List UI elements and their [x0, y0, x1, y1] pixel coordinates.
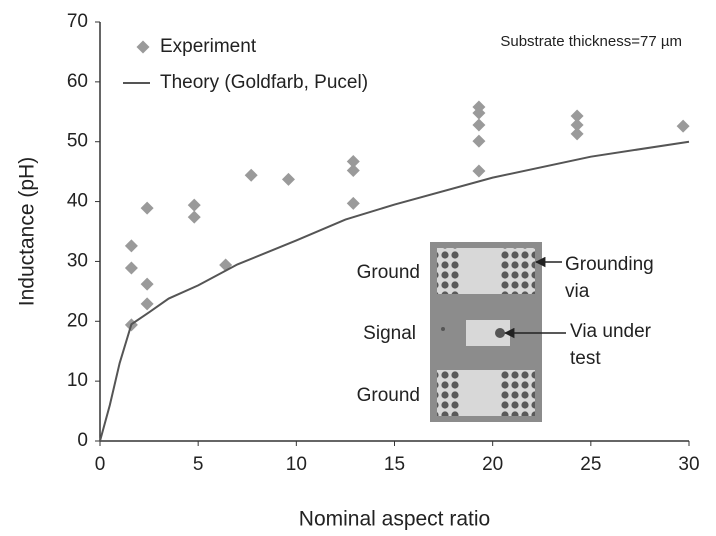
- data-point: [346, 163, 360, 177]
- data-point: [219, 258, 233, 272]
- data-point: [570, 109, 584, 123]
- data-point: [140, 297, 154, 311]
- legend-label: Theory (Goldfarb, Pucel): [160, 72, 368, 93]
- data-point: [124, 261, 138, 275]
- data-point: [472, 134, 486, 148]
- inset-label: Ground: [357, 385, 420, 406]
- y-tick-label: 60: [67, 71, 88, 92]
- data-point: [187, 210, 201, 224]
- x-tick-label: 15: [384, 454, 405, 475]
- inset-label: test: [570, 348, 601, 369]
- inset-label: Signal: [363, 323, 416, 344]
- x-tick-label: 0: [95, 454, 106, 475]
- data-point: [187, 198, 201, 212]
- y-tick-label: 40: [67, 191, 88, 212]
- y-axis-title: Inductance (pH): [16, 157, 39, 306]
- data-point: [281, 172, 295, 186]
- y-tick-label: 50: [67, 131, 88, 152]
- data-point: [140, 201, 154, 215]
- data-point: [472, 164, 486, 178]
- x-tick-label: 20: [482, 454, 503, 475]
- x-tick-label: 25: [580, 454, 601, 475]
- y-tick-label: 10: [67, 370, 88, 391]
- y-tick-label: 20: [67, 310, 88, 331]
- x-axis-title: Nominal aspect ratio: [299, 508, 490, 531]
- inset-photo: [430, 242, 566, 422]
- x-tick-label: 5: [193, 454, 204, 475]
- x-tick-label: 10: [286, 454, 307, 475]
- x-tick-label: 30: [678, 454, 699, 475]
- data-point: [472, 118, 486, 132]
- y-tick-label: 0: [77, 430, 88, 451]
- inset-label: via: [565, 281, 590, 302]
- data-point: [346, 154, 360, 168]
- data-point: [472, 106, 486, 120]
- y-tick-label: 70: [67, 11, 88, 32]
- annotation: Substrate thickness=77 µm: [500, 33, 682, 50]
- legend-label: Experiment: [160, 36, 257, 57]
- data-point: [570, 118, 584, 132]
- data-point: [346, 196, 360, 210]
- data-point: [244, 168, 258, 182]
- data-point: [124, 239, 138, 253]
- y-tick-label: 30: [67, 250, 88, 271]
- theory-line: [99, 140, 690, 442]
- inset-label: Ground: [357, 262, 420, 283]
- data-point: [570, 127, 584, 141]
- data-point: [140, 277, 154, 291]
- legend-swatch: [136, 40, 150, 54]
- inset-label: Grounding: [565, 254, 654, 275]
- inset-label: Via under: [570, 321, 652, 342]
- data-point: [676, 119, 690, 133]
